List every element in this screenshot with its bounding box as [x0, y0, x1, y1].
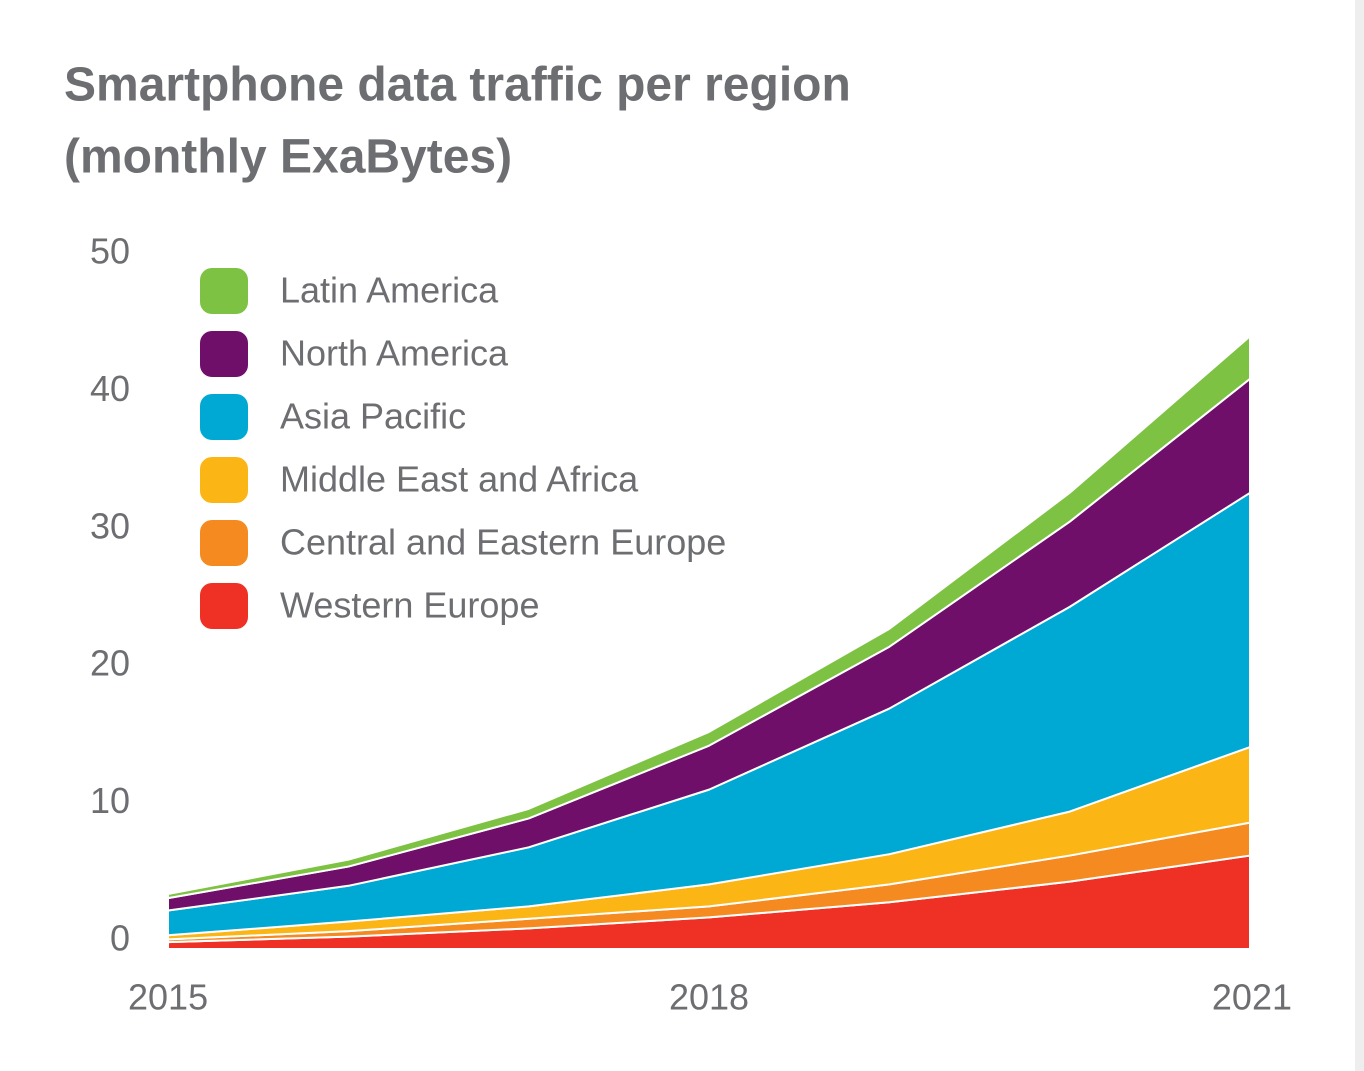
legend-swatch: [200, 520, 248, 566]
x-tick-label: 2021: [1212, 977, 1292, 1018]
x-tick-label: 2015: [128, 977, 208, 1018]
y-tick-label: 50: [90, 231, 130, 272]
legend-swatch: [200, 331, 248, 377]
legend-label: Central and Eastern Europe: [280, 522, 726, 563]
y-tick-label: 40: [90, 368, 130, 409]
legend-swatch: [200, 394, 248, 440]
legend-swatch: [200, 268, 248, 314]
chart-subtitle: (monthly ExaBytes): [64, 131, 512, 184]
legend-label: Middle East and Africa: [280, 459, 639, 500]
edge-strip: [1355, 0, 1364, 1071]
y-tick-label: 30: [90, 505, 130, 546]
legend-label: Western Europe: [280, 585, 539, 626]
area: [167, 335, 1251, 900]
x-tick-label: 2018: [669, 977, 749, 1018]
legend-swatch: [200, 583, 248, 629]
y-tick-label: 20: [90, 643, 130, 684]
y-tick-label: 0: [110, 918, 130, 959]
y-tick-label: 10: [90, 780, 130, 821]
legend-label: North America: [280, 333, 509, 374]
chart-title: Smartphone data traffic per region: [64, 59, 851, 112]
legend-label: Latin America: [280, 270, 499, 311]
legend-swatch: [200, 457, 248, 503]
legend-label: Asia Pacific: [280, 396, 466, 437]
